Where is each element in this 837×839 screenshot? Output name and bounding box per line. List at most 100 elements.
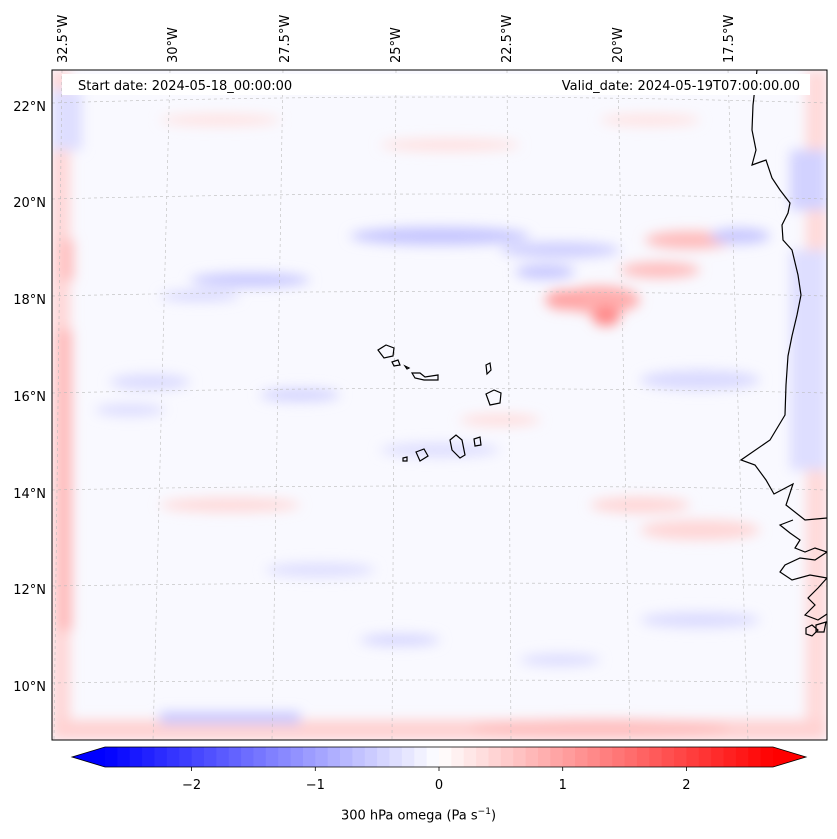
colorbar-segment xyxy=(228,747,242,767)
colorbar-segment xyxy=(129,747,143,767)
island-sao-nicolau xyxy=(410,372,439,381)
island-santiago xyxy=(449,434,466,459)
colorbar-segment xyxy=(389,747,403,767)
colorbar-label-text: 300 hPa omega (Pa s xyxy=(340,808,478,824)
colorbar-segment xyxy=(500,747,514,767)
colorbar-segment xyxy=(711,747,725,767)
colorbar-segment xyxy=(290,747,304,767)
island-santa-luzia xyxy=(403,364,411,370)
lat-tick-label: 12°N xyxy=(13,583,46,598)
colorbar-segment xyxy=(278,747,292,767)
colorbar-segment xyxy=(142,747,155,767)
island-sal xyxy=(485,362,492,376)
gambia-coastline xyxy=(778,519,827,621)
colorbar-segment xyxy=(426,747,440,767)
island-maio xyxy=(473,436,482,447)
colorbar-segment xyxy=(735,747,749,767)
colorbar-segment xyxy=(624,747,638,767)
lon-tick-label: 32.5°W xyxy=(56,15,71,63)
colorbar: −2 −1 0 1 2 xyxy=(70,746,808,793)
colorbar-segment xyxy=(216,747,230,767)
map-frame xyxy=(51,69,828,741)
island-santo-antao xyxy=(377,344,395,359)
colorbar-extend-min xyxy=(72,747,105,767)
colorbar-segment xyxy=(340,747,353,767)
colorbar-segment xyxy=(562,747,576,767)
colorbar-segment xyxy=(315,747,329,767)
map-area xyxy=(52,70,827,740)
colorbar-segment xyxy=(723,747,737,767)
island-boa-vista xyxy=(485,389,502,406)
colorbar-outline xyxy=(70,746,808,768)
colorbar-segment xyxy=(525,747,539,767)
lat-tick-label: 14°N xyxy=(13,487,46,502)
colorbar-segment xyxy=(154,747,168,767)
colorbar-tick-label: 2 xyxy=(682,778,690,793)
map-background xyxy=(52,70,827,740)
colorbar-segment xyxy=(599,747,613,767)
colorbar-segment xyxy=(488,747,502,767)
colorbar-segment xyxy=(439,747,452,767)
colorbar-segment xyxy=(401,747,415,767)
longitude-labels: 32.5°W 30°W 27.5°W 25°W 22.5°W 20°W 17.5… xyxy=(56,15,737,63)
colorbar-segment xyxy=(698,747,712,767)
lon-tick-label: 22.5°W xyxy=(500,15,515,63)
coastlines xyxy=(739,70,827,637)
colorbar-segment xyxy=(377,747,391,767)
lon-tick-label: 17.5°W xyxy=(722,15,737,63)
colorbar-segment xyxy=(760,747,774,767)
start-date-label: Start date: 2024-05-18_00:00:00 xyxy=(78,79,292,94)
colorbar-segment xyxy=(414,747,428,767)
graticule xyxy=(52,70,827,740)
colorbar-segment xyxy=(302,747,316,767)
colorbar-segment xyxy=(364,747,378,767)
info-banner xyxy=(62,74,810,95)
cape-verde-islands xyxy=(377,344,502,462)
valid-date-label: Valid_date: 2024-05-19T07:00:00.00 xyxy=(562,79,800,94)
lon-tick-label: 30°W xyxy=(166,27,181,63)
colorbar-segment xyxy=(179,747,193,767)
colorbar-extend-max xyxy=(773,747,806,767)
colorbar-label-close: ) xyxy=(490,808,497,824)
colorbar-ticks: −2 −1 0 1 2 xyxy=(182,767,691,793)
lon-tick-label: 20°W xyxy=(611,27,626,63)
colorbar-segment xyxy=(476,747,489,767)
colorbar-segment xyxy=(748,747,762,767)
colorbar-segment xyxy=(253,747,267,767)
colorbar-segment xyxy=(513,747,527,767)
colorbar-segment xyxy=(575,747,588,767)
colorbar-segment xyxy=(686,747,700,767)
colorbar-tick-label: −1 xyxy=(306,778,325,793)
colorbar-segment xyxy=(265,747,279,767)
colorbar-segment xyxy=(241,747,254,767)
colorbar-segment xyxy=(587,747,601,767)
colorbar-segment xyxy=(451,747,465,767)
colorbar-segment xyxy=(550,747,564,767)
island-sao-vicente xyxy=(391,359,401,367)
colorbar-segment xyxy=(649,747,663,767)
lon-tick-label: 27.5°W xyxy=(278,15,293,63)
colorbar-segment xyxy=(191,747,205,767)
colorbar-tick-label: 1 xyxy=(559,778,567,793)
africa-coastline xyxy=(739,70,827,521)
colorbar-segment xyxy=(636,747,650,767)
island-brava xyxy=(402,456,408,462)
colorbar-label: 300 hPa omega (Pa s−1) xyxy=(0,807,837,823)
colorbar-tick-label: −2 xyxy=(182,778,201,793)
island-fogo xyxy=(415,448,429,462)
lat-tick-label: 10°N xyxy=(13,680,46,695)
colorbar-segment xyxy=(661,747,675,767)
omega-field xyxy=(52,70,827,740)
colorbar-tick-label: 0 xyxy=(435,778,443,793)
colorbar-segments xyxy=(72,747,806,767)
lon-tick-label: 25°W xyxy=(389,27,404,63)
colorbar-segment xyxy=(105,747,118,767)
colorbar-segment xyxy=(327,747,341,767)
lat-tick-label: 22°N xyxy=(13,100,46,115)
colorbar-label-exponent: −1 xyxy=(477,807,491,817)
latitude-labels: 22°N 20°N 18°N 16°N 14°N 12°N 10°N xyxy=(13,100,46,695)
colorbar-segment xyxy=(537,747,551,767)
colorbar-segment xyxy=(117,747,131,767)
bissagos-islands xyxy=(805,621,827,637)
